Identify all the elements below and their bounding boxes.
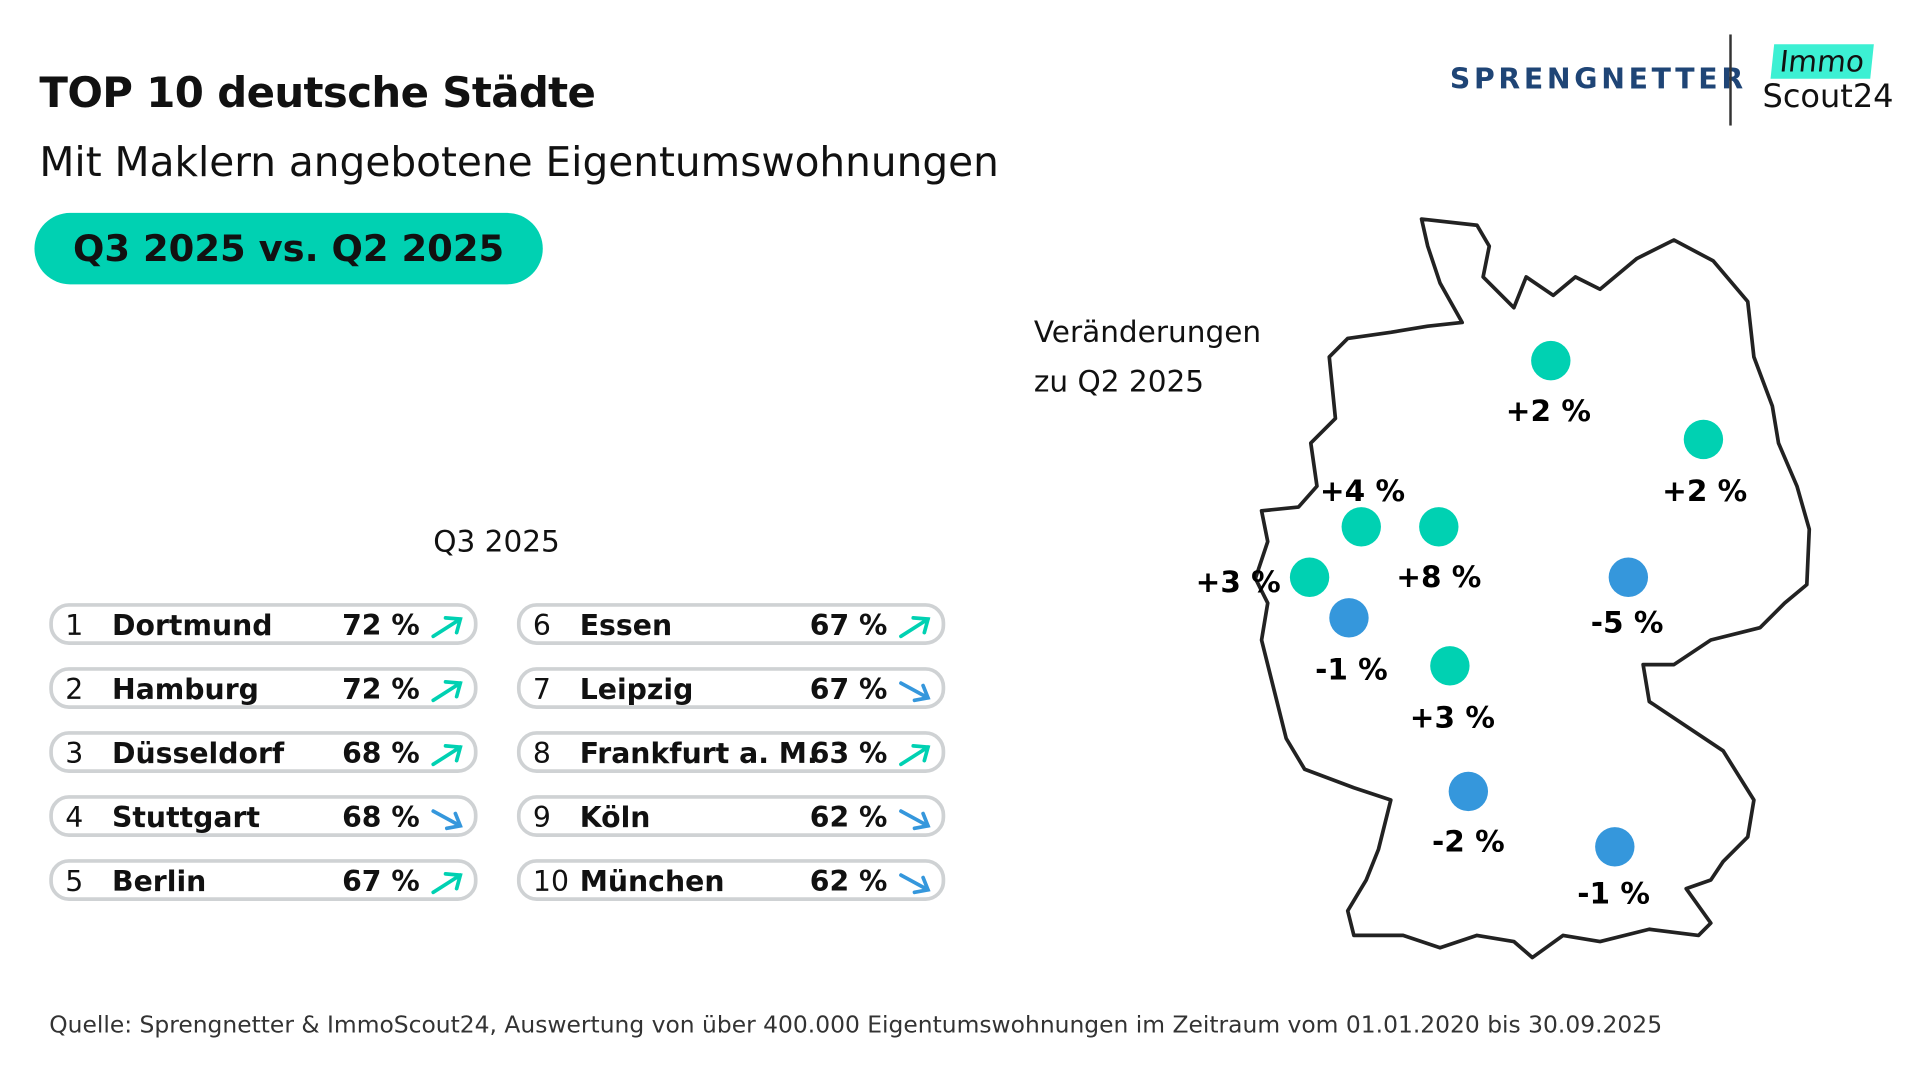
trend-up-arrow-icon xyxy=(899,744,931,767)
rank-number: 8 xyxy=(532,738,551,771)
marker-change-label: +3 % xyxy=(1410,700,1495,734)
trend-up-arrow-icon xyxy=(431,872,463,895)
logo-divider xyxy=(1729,34,1732,126)
rank-number: 10 xyxy=(532,866,569,899)
city-marker xyxy=(1289,557,1330,597)
rank-number: 1 xyxy=(65,610,84,643)
city-marker xyxy=(1608,557,1649,597)
city-name: Düsseldorf xyxy=(112,738,285,771)
ranking-row: 6 Essen 67 % xyxy=(516,603,946,645)
ranking-row: 10 München 62 % xyxy=(516,859,946,901)
trend-up-arrow-icon xyxy=(431,680,463,703)
marker-change-label: +2 % xyxy=(1506,394,1591,428)
map-legend-line2: zu Q2 2025 xyxy=(1033,364,1205,399)
ranking-row: 1 Dortmund 72 % xyxy=(49,603,478,645)
period-badge: Q3 2025 vs. Q2 2025 xyxy=(34,212,543,285)
trend-up-arrow-icon xyxy=(431,744,463,767)
city-marker xyxy=(1683,419,1724,460)
city-name: Frankfurt a. M. xyxy=(579,738,818,771)
ranking-row: 8 Frankfurt a. M. 63 % xyxy=(516,731,946,773)
page-title: TOP 10 deutsche Städte xyxy=(39,68,596,119)
immoscout-logo-scout: Scout24 xyxy=(1762,78,1894,116)
germany-outline xyxy=(1253,217,1812,960)
ranking-row: 4 Stuttgart 68 % xyxy=(49,795,478,837)
city-marker xyxy=(1419,507,1459,547)
rank-number: 9 xyxy=(532,802,551,835)
ranking-row: 2 Hamburg 72 % xyxy=(49,667,478,709)
city-name: Stuttgart xyxy=(112,802,261,835)
city-name: Leipzig xyxy=(579,674,694,707)
share-value: 62 % xyxy=(809,866,888,899)
source-note: Quelle: Sprengnetter & ImmoScout24, Ausw… xyxy=(49,1011,1663,1039)
share-value: 67 % xyxy=(809,674,888,707)
trend-down-arrow-icon xyxy=(899,681,931,703)
share-value: 67 % xyxy=(342,866,420,899)
share-value: 68 % xyxy=(342,738,420,771)
share-value: 62 % xyxy=(809,802,888,835)
marker-change-label: +4 % xyxy=(1320,474,1405,508)
trend-down-arrow-icon xyxy=(431,809,463,831)
trend-down-arrow-icon xyxy=(899,809,931,831)
city-marker xyxy=(1531,340,1571,381)
rank-number: 5 xyxy=(65,866,84,899)
ranking-row: 9 Köln 62 % xyxy=(516,795,946,837)
rank-number: 3 xyxy=(65,738,84,771)
ranking-row: 5 Berlin 67 % xyxy=(49,859,478,901)
share-value: 72 % xyxy=(342,610,420,643)
marker-change-label: -1 % xyxy=(1577,876,1650,910)
city-marker xyxy=(1595,827,1635,867)
trend-up-arrow-icon xyxy=(899,616,931,639)
marker-change-label: -5 % xyxy=(1591,606,1664,640)
share-value: 67 % xyxy=(809,610,888,643)
marker-change-label: +2 % xyxy=(1662,474,1747,508)
rank-number: 7 xyxy=(532,674,551,707)
city-name: Dortmund xyxy=(112,610,273,643)
city-marker xyxy=(1329,598,1369,638)
city-marker xyxy=(1430,646,1470,686)
ranking-row: 3 Düsseldorf 68 % xyxy=(49,731,478,773)
city-name: Berlin xyxy=(112,866,207,899)
trend-down-arrow-icon xyxy=(899,873,931,895)
rank-number: 2 xyxy=(65,674,84,707)
map-legend-line1: Veränderungen xyxy=(1033,315,1262,350)
share-value: 68 % xyxy=(342,802,420,835)
trend-up-arrow-icon xyxy=(431,616,463,639)
marker-change-label: -1 % xyxy=(1315,652,1388,686)
sprengnetter-logo: SPRENGNETTER xyxy=(1449,64,1747,97)
marker-change-label: +3 % xyxy=(1196,565,1281,599)
rank-number: 4 xyxy=(65,802,84,835)
ranking-column-header: Q3 2025 xyxy=(433,524,560,559)
rank-number: 6 xyxy=(532,610,551,643)
city-name: München xyxy=(579,866,725,899)
city-marker xyxy=(1448,771,1489,812)
city-name: Köln xyxy=(579,802,651,835)
city-marker xyxy=(1341,507,1381,547)
page-subtitle: Mit Maklern angebotene Eigentumswohnunge… xyxy=(39,137,999,186)
city-name: Hamburg xyxy=(112,674,259,707)
marker-change-label: +8 % xyxy=(1396,560,1481,594)
share-value: 63 % xyxy=(809,738,888,771)
marker-change-label: -2 % xyxy=(1432,825,1505,859)
city-name: Essen xyxy=(579,610,673,643)
ranking-row: 7 Leipzig 67 % xyxy=(516,667,946,709)
share-value: 72 % xyxy=(342,674,420,707)
